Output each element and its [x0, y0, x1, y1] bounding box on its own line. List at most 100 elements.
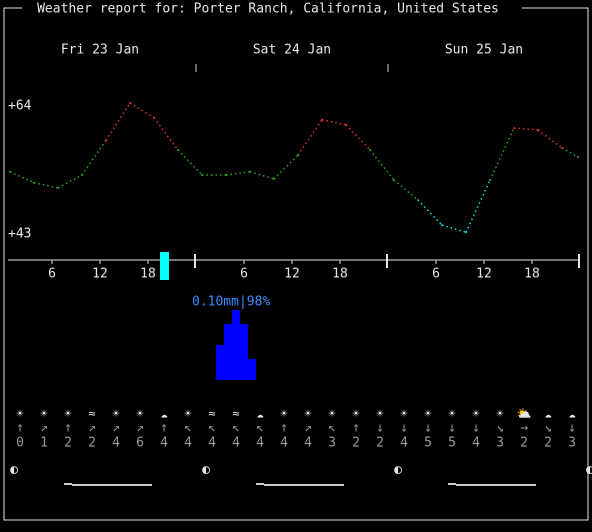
wind-direction: ↗	[88, 421, 96, 436]
hour-label: 18	[140, 267, 156, 282]
weather-icon: ☀	[184, 407, 192, 421]
temp-curve	[561, 147, 579, 158]
weather-icon: ≈	[208, 407, 215, 421]
weather-icon: ☀	[376, 407, 384, 421]
temp-curve	[33, 181, 59, 189]
temp-curve	[225, 171, 251, 176]
wind-direction: ↑	[64, 421, 72, 436]
hour-label: 12	[92, 267, 108, 282]
hour-label: 6	[48, 267, 56, 282]
temp-point	[489, 179, 491, 182]
temp-label: +64	[8, 99, 32, 114]
temp-label: +43	[8, 227, 31, 242]
temp-curve	[393, 179, 419, 201]
precip-bar	[240, 324, 248, 380]
temp-curve	[489, 127, 515, 181]
weather-icon: ☀	[280, 407, 288, 421]
wind-direction: ↖	[256, 421, 264, 436]
temp-curve	[153, 117, 179, 151]
hour-label: 12	[476, 267, 492, 282]
day-label: Sat 24 Jan	[253, 43, 331, 58]
precip-label: 0.10mm|98%	[192, 295, 270, 310]
temp-point	[105, 139, 107, 142]
wind-speed: 5	[424, 436, 432, 451]
weather-icon: ☀	[64, 407, 72, 421]
temp-curve	[537, 129, 563, 149]
wind-direction: ↘	[496, 421, 504, 436]
temp-curve	[417, 199, 443, 226]
moon-phase: ◐	[586, 463, 592, 478]
wind-direction: →	[520, 421, 528, 436]
temp-curve	[129, 102, 155, 119]
wind-speed: 3	[328, 436, 336, 451]
temp-curve	[81, 139, 107, 176]
temp-point	[225, 174, 227, 176]
weather-icon: ☀	[424, 407, 432, 421]
temp-curve	[9, 171, 35, 184]
wind-speed: 2	[352, 436, 360, 451]
moon-phase: ◐	[10, 463, 18, 478]
weather-icon: ☀	[304, 407, 312, 421]
hour-label: 6	[240, 267, 248, 282]
weather-icon: ☀	[40, 407, 48, 421]
weather-icon: ☁	[568, 407, 575, 421]
wind-speed: 4	[112, 436, 120, 451]
wind-speed: 4	[184, 436, 192, 451]
wind-speed: 4	[280, 436, 288, 451]
hour-label: 18	[332, 267, 348, 282]
wind-direction: ↑	[160, 421, 168, 436]
wind-speed: 4	[160, 436, 168, 451]
precip-bar	[224, 324, 232, 380]
wind-direction: ↗	[40, 421, 48, 436]
temp-curve	[465, 179, 491, 233]
temp-point	[249, 170, 251, 173]
temp-point	[81, 174, 83, 176]
wind-direction: ↖	[232, 421, 240, 436]
wind-speed: 5	[448, 436, 456, 451]
wind-speed: 4	[256, 436, 264, 451]
wind-speed: 2	[64, 436, 72, 451]
temp-point	[537, 129, 539, 131]
weather-icon: ☀	[328, 407, 336, 421]
precip-bar	[216, 345, 224, 380]
weather-icon: ☀	[112, 407, 120, 421]
wind-direction: ↑	[280, 421, 288, 436]
weather-icon: ☀	[400, 407, 408, 421]
weather-icon: ☀	[496, 407, 504, 421]
precip-bar	[248, 359, 256, 380]
wind-speed: 6	[136, 436, 144, 451]
weather-icon: ⛅	[517, 407, 532, 421]
wind-direction: ↓	[400, 421, 408, 436]
wind-direction: ↖	[328, 421, 336, 436]
wind-direction: ↑	[352, 421, 360, 436]
temp-curve	[345, 124, 371, 151]
temp-point	[577, 156, 579, 158]
wind-speed: 2	[88, 436, 96, 451]
temp-point	[417, 199, 419, 202]
temp-curve	[321, 118, 347, 126]
temp-point	[177, 148, 179, 151]
temp-curve	[105, 102, 131, 141]
wind-speed: 4	[400, 436, 408, 451]
wind-speed: 2	[376, 436, 384, 451]
temp-point	[129, 102, 131, 104]
weather-icon: ☁	[544, 407, 551, 421]
temp-curve	[249, 171, 275, 180]
precip-bar	[232, 310, 240, 380]
wind-speed: 4	[232, 436, 240, 451]
weather-icon: ☀	[136, 407, 144, 421]
day-label: Fri 23 Jan	[61, 43, 139, 58]
temp-point	[441, 224, 443, 227]
moon-phase: ◐	[394, 463, 402, 478]
temp-point	[513, 127, 515, 130]
weather-icon: ≈	[232, 407, 239, 421]
wind-direction: ↗	[112, 421, 120, 436]
temp-point	[273, 177, 275, 180]
day-label: Sun 25 Jan	[445, 43, 523, 58]
weather-icon: ☁	[160, 407, 167, 421]
hour-label: 18	[524, 267, 540, 282]
temp-point	[153, 116, 155, 119]
weather-icon: ☀	[472, 407, 480, 421]
temp-point	[369, 148, 371, 151]
